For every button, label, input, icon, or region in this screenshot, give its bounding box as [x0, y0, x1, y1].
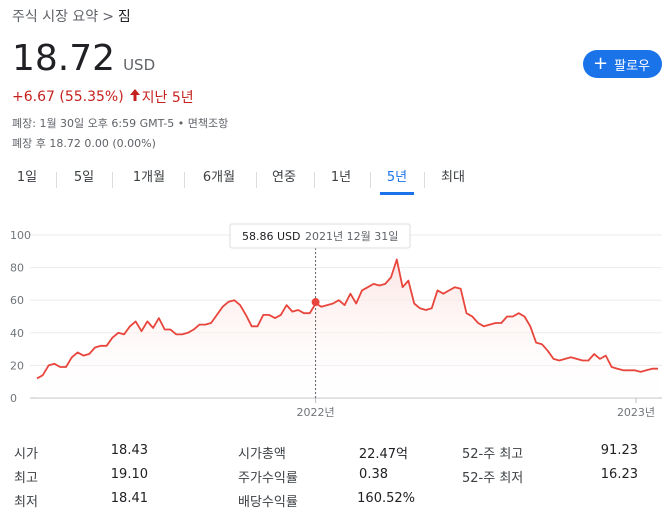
- y-tick-label: 20: [10, 359, 24, 372]
- stat-value-52w-high: 91.23: [600, 443, 638, 458]
- breadcrumb-current: 짐: [117, 9, 131, 25]
- market-close-info: 폐장: 1월 30일 오후 6:59 GMT-5 • 면책조항: [12, 117, 229, 130]
- stats-table: 시가 18.43 최고 19.10 최저 18.41 시가총액 22.47억 주…: [0, 440, 670, 510]
- stat-value-dividend-yield: 160.52%: [357, 491, 415, 506]
- tab-max[interactable]: 최대: [441, 170, 465, 185]
- arrow-up-icon: [129, 89, 140, 105]
- follow-button-label: 팔로우: [614, 58, 650, 74]
- stat-value-52w-low: 16.23: [600, 467, 638, 482]
- x-tick-label: 2022년: [297, 406, 335, 419]
- chart-tooltip: 58.86 USD 2021년 12월 31일: [229, 223, 411, 249]
- stock-price: 18.72: [12, 38, 116, 79]
- stat-label-pe-ratio: 주가수익률: [238, 471, 298, 486]
- tab-1m[interactable]: 1개월: [132, 170, 166, 185]
- stat-label-52w-low: 52-주 최저: [462, 471, 524, 486]
- x-tick-label: 2023년: [617, 406, 655, 419]
- time-range-tabs: 1일 5일 1개월 6개월 연중 1년 5년 최대: [0, 165, 670, 195]
- tooltip-date: 2021년 12월 31일: [305, 229, 398, 243]
- change-period: 지난 5년: [141, 90, 194, 106]
- y-tick-label: 60: [10, 294, 24, 307]
- y-tick-label: 0: [10, 392, 17, 405]
- tab-divider: [256, 172, 257, 188]
- tab-ytd[interactable]: 연중: [272, 170, 296, 185]
- tab-1y[interactable]: 1년: [330, 170, 352, 185]
- tab-divider: [56, 172, 57, 188]
- tab-divider: [112, 172, 113, 188]
- stat-label-52w-high: 52-주 최고: [462, 447, 524, 462]
- stat-label-market-cap: 시가총액: [238, 447, 286, 462]
- follow-button[interactable]: + 팔로우: [583, 50, 662, 78]
- tab-divider: [370, 172, 371, 188]
- tab-6m[interactable]: 6개월: [202, 170, 236, 185]
- stat-label-high: 최고: [14, 471, 38, 486]
- y-tick-label: 100: [10, 229, 31, 242]
- currency-label: USD: [123, 56, 156, 74]
- stat-label-dividend-yield: 배당수익률: [238, 495, 298, 510]
- price-line: [36, 258, 658, 380]
- price-row: 18.72 USD: [12, 38, 155, 79]
- stat-value-high: 19.10: [110, 467, 148, 482]
- y-tick-label: 80: [10, 262, 24, 275]
- stat-value-open: 18.43: [110, 443, 148, 458]
- tooltip-value: 58.86 USD: [242, 230, 301, 243]
- tab-divider: [314, 172, 315, 188]
- hover-point: [311, 298, 320, 307]
- tab-5y[interactable]: 5년: [380, 165, 414, 195]
- stat-label-open: 시가: [14, 447, 38, 462]
- tab-divider: [184, 172, 185, 188]
- tab-5d[interactable]: 5일: [73, 170, 95, 185]
- stat-value-low: 18.41: [110, 491, 148, 506]
- tab-1d[interactable]: 1일: [16, 170, 38, 185]
- y-tick-label: 40: [10, 327, 24, 340]
- after-hours-info: 폐장 후 18.72 0.00 (0.00%): [12, 137, 156, 150]
- price-chart[interactable]: 0 20 40 60 80 100 2022년 2023년 58.86 USD 2021년 …: [0, 212, 670, 427]
- stat-label-low: 최저: [14, 495, 38, 510]
- price-area: [37, 259, 658, 398]
- stat-value-market-cap: 22.47억: [358, 447, 408, 462]
- breadcrumb-parent-link[interactable]: 주식 시장 요약: [12, 9, 99, 25]
- breadcrumb: 주식 시장 요약 > 짐: [12, 6, 131, 26]
- price-change: +6.67 (55.35%): [12, 89, 124, 105]
- plus-icon: +: [593, 53, 609, 74]
- breadcrumb-separator: >: [102, 9, 114, 25]
- tab-divider: [424, 172, 425, 188]
- price-change-row: +6.67 (55.35%) 지난 5년: [12, 87, 194, 107]
- tooltip-box: [229, 223, 411, 249]
- stat-value-pe-ratio: 0.38: [359, 467, 388, 482]
